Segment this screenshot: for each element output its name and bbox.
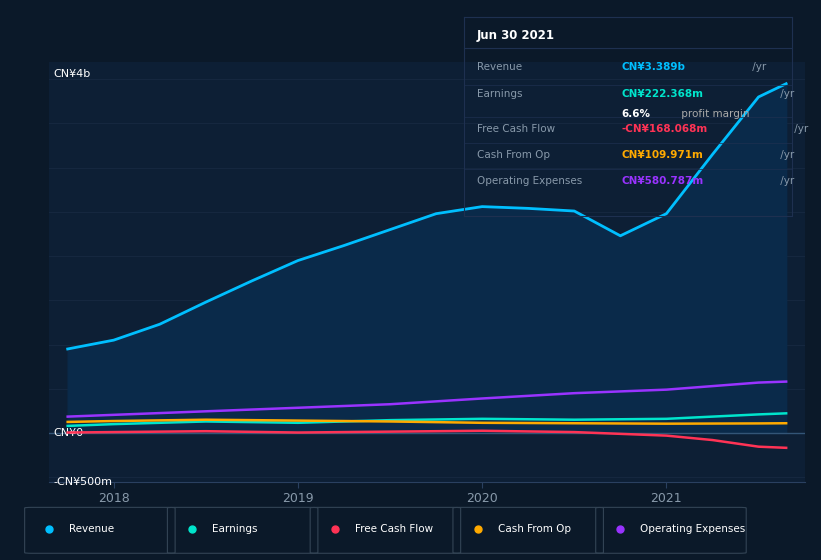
Text: Jun 30 2021: Jun 30 2021 [477, 29, 555, 42]
Text: Earnings: Earnings [212, 524, 258, 534]
Text: CN¥0: CN¥0 [53, 428, 83, 438]
Text: Revenue: Revenue [477, 63, 522, 72]
Text: CN¥109.971m: CN¥109.971m [621, 150, 704, 160]
Text: Operating Expenses: Operating Expenses [640, 524, 745, 534]
Text: CN¥222.368m: CN¥222.368m [621, 90, 704, 99]
Text: /yr: /yr [777, 176, 794, 186]
Text: /yr: /yr [749, 63, 766, 72]
Text: Revenue: Revenue [70, 524, 114, 534]
Text: Free Cash Flow: Free Cash Flow [355, 524, 433, 534]
Text: 6.6%: 6.6% [621, 109, 650, 119]
Text: /yr: /yr [777, 150, 794, 160]
Text: Operating Expenses: Operating Expenses [477, 176, 582, 186]
Text: CN¥580.787m: CN¥580.787m [621, 176, 704, 186]
Text: CN¥4b: CN¥4b [53, 69, 90, 80]
Text: profit margin: profit margin [678, 109, 750, 119]
Text: Cash From Op: Cash From Op [498, 524, 571, 534]
Text: Earnings: Earnings [477, 90, 522, 99]
Text: -CN¥168.068m: -CN¥168.068m [621, 124, 708, 134]
Text: /yr: /yr [777, 90, 794, 99]
Text: CN¥3.389b: CN¥3.389b [621, 63, 686, 72]
Text: /yr: /yr [791, 124, 808, 134]
Text: Cash From Op: Cash From Op [477, 150, 550, 160]
Text: -CN¥500m: -CN¥500m [53, 477, 112, 487]
Text: Free Cash Flow: Free Cash Flow [477, 124, 555, 134]
